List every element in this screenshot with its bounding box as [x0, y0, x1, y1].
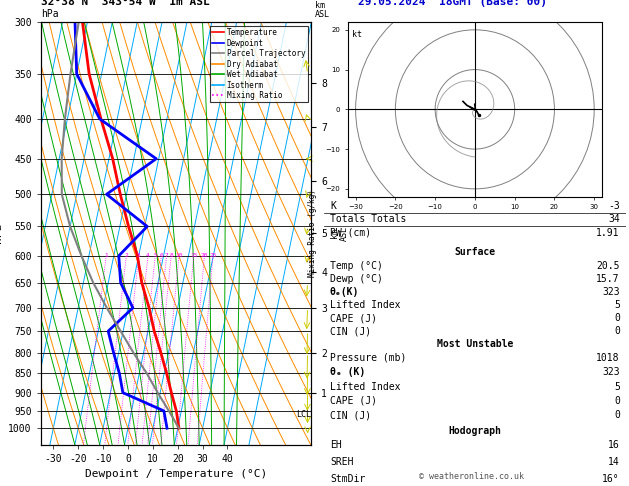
Text: 5: 5: [614, 300, 620, 310]
Text: Totals Totals: Totals Totals: [330, 214, 406, 225]
Text: Mixing Ratio (g/kg): Mixing Ratio (g/kg): [308, 190, 317, 277]
Text: StmDir: StmDir: [330, 473, 365, 484]
Text: Lifted Index: Lifted Index: [330, 382, 401, 392]
Text: 20: 20: [201, 253, 208, 259]
Text: PW (cm): PW (cm): [330, 227, 371, 238]
Text: CAPE (J): CAPE (J): [330, 313, 377, 323]
Text: © weatheronline.co.uk: © weatheronline.co.uk: [420, 472, 524, 481]
Text: 1.91: 1.91: [596, 227, 620, 238]
Text: 15.7: 15.7: [596, 274, 620, 284]
Text: Most Unstable: Most Unstable: [437, 339, 513, 349]
Text: 8: 8: [169, 253, 173, 259]
Text: 323: 323: [602, 287, 620, 297]
Text: 5: 5: [614, 382, 620, 392]
Text: K: K: [330, 201, 336, 211]
Text: 5: 5: [153, 253, 157, 259]
Text: 16: 16: [608, 440, 620, 451]
Text: 16°: 16°: [602, 473, 620, 484]
Text: 1018: 1018: [596, 353, 620, 363]
Text: 4: 4: [146, 253, 150, 259]
Text: 3: 3: [137, 253, 141, 259]
Y-axis label: km
ASL: km ASL: [330, 226, 349, 241]
Text: Lifted Index: Lifted Index: [330, 300, 401, 310]
Text: 0: 0: [614, 326, 620, 336]
Text: 0: 0: [614, 396, 620, 406]
Text: 323: 323: [602, 367, 620, 377]
Text: CIN (J): CIN (J): [330, 326, 371, 336]
Text: Temp (°C): Temp (°C): [330, 261, 383, 271]
Text: km
ASL: km ASL: [314, 1, 330, 19]
Text: 0: 0: [614, 313, 620, 323]
Text: 2: 2: [125, 253, 128, 259]
Text: 1: 1: [104, 253, 108, 259]
Text: SREH: SREH: [330, 457, 353, 467]
Text: 15: 15: [190, 253, 198, 259]
Text: 20.5: 20.5: [596, 261, 620, 271]
Text: Dewp (°C): Dewp (°C): [330, 274, 383, 284]
Text: 14: 14: [608, 457, 620, 467]
Text: -3: -3: [608, 201, 620, 211]
Text: 6: 6: [160, 253, 164, 259]
Text: 34: 34: [608, 214, 620, 225]
Text: 10: 10: [175, 253, 183, 259]
Text: 32°38'N  343°54'W  1m ASL: 32°38'N 343°54'W 1m ASL: [42, 0, 210, 7]
Text: CIN (J): CIN (J): [330, 410, 371, 420]
Text: 0: 0: [614, 410, 620, 420]
Text: Pressure (mb): Pressure (mb): [330, 353, 406, 363]
Text: LCL: LCL: [296, 410, 311, 419]
Text: kt: kt: [352, 30, 362, 39]
Text: CAPE (J): CAPE (J): [330, 396, 377, 406]
Text: Hodograph: Hodograph: [448, 426, 501, 436]
Text: θₑ(K): θₑ(K): [330, 287, 359, 297]
Legend: Temperature, Dewpoint, Parcel Trajectory, Dry Adiabat, Wet Adiabat, Isotherm, Mi: Temperature, Dewpoint, Parcel Trajectory…: [210, 26, 308, 103]
Text: EH: EH: [330, 440, 342, 451]
Y-axis label: hPa: hPa: [0, 223, 3, 243]
Text: 7: 7: [165, 253, 169, 259]
Text: hPa: hPa: [41, 9, 58, 19]
X-axis label: Dewpoint / Temperature (°C): Dewpoint / Temperature (°C): [85, 469, 267, 479]
Text: 25: 25: [209, 253, 217, 259]
Text: Surface: Surface: [454, 247, 496, 258]
Text: 29.05.2024  18GMT (Base: 00): 29.05.2024 18GMT (Base: 00): [359, 0, 547, 7]
Text: θₑ (K): θₑ (K): [330, 367, 365, 377]
